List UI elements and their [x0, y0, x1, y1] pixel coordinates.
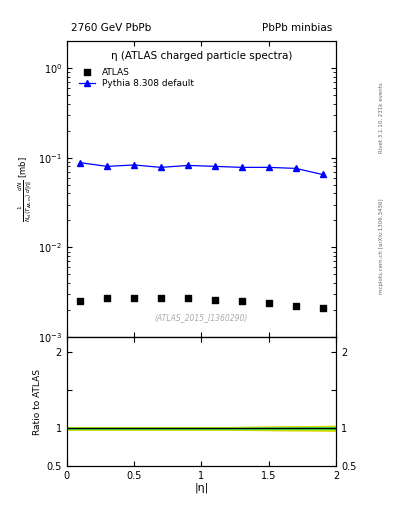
Line: Pythia 8.308 default: Pythia 8.308 default	[77, 160, 326, 178]
Pythia 8.308 default	[320, 172, 325, 178]
Y-axis label: Ratio to ATLAS: Ratio to ATLAS	[33, 369, 42, 435]
Pythia 8.308 default	[132, 162, 136, 168]
Legend: ATLAS, Pythia 8.308 default: ATLAS, Pythia 8.308 default	[77, 66, 196, 90]
Pythia 8.308 default	[239, 164, 244, 170]
X-axis label: |η|: |η|	[194, 482, 209, 493]
Text: (ATLAS_2015_I1360290): (ATLAS_2015_I1360290)	[155, 313, 248, 323]
Text: Rivet 3.1.10, 231k events: Rivet 3.1.10, 231k events	[379, 82, 384, 153]
Text: PbPb minbias: PbPb minbias	[262, 23, 332, 33]
Text: 2760 GeV PbPb: 2760 GeV PbPb	[71, 23, 151, 33]
Pythia 8.308 default	[293, 165, 298, 172]
Text: η (ATLAS charged particle spectra): η (ATLAS charged particle spectra)	[111, 51, 292, 61]
Pythia 8.308 default	[213, 163, 217, 169]
ATLAS	[292, 302, 299, 310]
ATLAS	[158, 294, 164, 303]
Text: mcplots.cern.ch [arXiv:1306.3436]: mcplots.cern.ch [arXiv:1306.3436]	[379, 198, 384, 293]
ATLAS	[131, 294, 137, 303]
ATLAS	[212, 296, 218, 304]
ATLAS	[104, 294, 110, 303]
ATLAS	[239, 297, 245, 306]
ATLAS	[77, 297, 83, 306]
Y-axis label: $\frac{1}{N_\mathrm{el}\langle T_{AA,m}\rangle}\frac{dN}{d|\eta|}$ [mb]: $\frac{1}{N_\mathrm{el}\langle T_{AA,m}\…	[16, 156, 34, 222]
Pythia 8.308 default	[159, 164, 163, 170]
ATLAS	[320, 304, 326, 312]
Pythia 8.308 default	[185, 162, 190, 168]
ATLAS	[185, 294, 191, 303]
Pythia 8.308 default	[78, 160, 83, 166]
ATLAS	[266, 299, 272, 307]
Pythia 8.308 default	[105, 163, 110, 169]
Pythia 8.308 default	[266, 164, 271, 170]
